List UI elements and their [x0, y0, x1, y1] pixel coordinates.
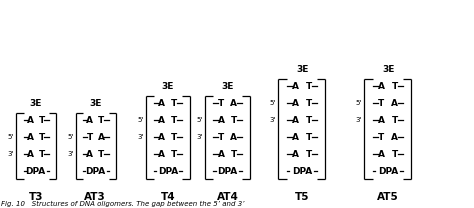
Text: A: A: [378, 116, 385, 125]
Text: 5': 5': [8, 134, 14, 140]
Text: T4: T4: [161, 192, 175, 202]
Text: 3': 3': [356, 117, 362, 123]
Text: DPA: DPA: [26, 167, 46, 176]
Text: A: A: [27, 116, 34, 125]
Text: T: T: [39, 150, 45, 159]
Text: AT3: AT3: [84, 192, 106, 202]
Text: AT5: AT5: [377, 192, 399, 202]
Text: A: A: [292, 116, 299, 125]
Text: T: T: [171, 99, 177, 108]
Text: 5': 5': [67, 134, 73, 140]
Text: 5': 5': [356, 100, 362, 106]
Text: T: T: [392, 82, 398, 91]
Text: T: T: [218, 133, 224, 142]
Text: T: T: [98, 150, 104, 159]
Text: 3E: 3E: [29, 99, 42, 108]
Text: A: A: [292, 133, 299, 142]
Text: 5': 5': [197, 117, 203, 123]
Text: T3: T3: [28, 192, 43, 202]
Text: DPA: DPA: [292, 167, 312, 176]
Text: T: T: [218, 99, 224, 108]
Text: T: T: [378, 133, 384, 142]
Text: 3E: 3E: [296, 65, 309, 74]
Text: A: A: [158, 99, 165, 108]
Text: A: A: [158, 116, 165, 125]
Text: T: T: [39, 133, 45, 142]
Text: A: A: [86, 150, 93, 159]
Text: A: A: [292, 82, 299, 91]
Text: 3': 3': [67, 151, 73, 157]
Text: AT4: AT4: [217, 192, 238, 202]
Text: 3E: 3E: [221, 82, 234, 91]
Text: A: A: [378, 82, 385, 91]
Text: A: A: [230, 133, 237, 142]
Text: A: A: [218, 116, 225, 125]
Text: A: A: [392, 99, 398, 108]
Text: 3': 3': [8, 151, 14, 157]
Text: T: T: [171, 133, 177, 142]
Text: T: T: [306, 99, 312, 108]
Text: T: T: [392, 150, 398, 159]
Text: T: T: [392, 116, 398, 125]
Text: DPA: DPA: [158, 167, 178, 176]
Text: A: A: [292, 150, 299, 159]
Text: A: A: [292, 99, 299, 108]
Text: T: T: [39, 116, 45, 125]
Text: 5': 5': [270, 100, 276, 106]
Text: Fig. 10   Structures of DNA oligomers. The gap between the 5’ and 3’: Fig. 10 Structures of DNA oligomers. The…: [0, 201, 244, 207]
Text: T: T: [306, 82, 312, 91]
Text: A: A: [158, 150, 165, 159]
Text: A: A: [158, 133, 165, 142]
Text: T: T: [171, 150, 177, 159]
Text: T: T: [87, 133, 93, 142]
Text: 3': 3': [137, 134, 144, 140]
Text: 3E: 3E: [89, 99, 101, 108]
Text: 3E: 3E: [382, 65, 394, 74]
Text: 5': 5': [137, 117, 144, 123]
Text: DPA: DPA: [218, 167, 237, 176]
Text: A: A: [86, 116, 93, 125]
Text: T: T: [231, 150, 237, 159]
Text: A: A: [392, 133, 398, 142]
Text: T5: T5: [295, 192, 310, 202]
Text: A: A: [218, 150, 225, 159]
Text: A: A: [98, 133, 105, 142]
Text: 3': 3': [197, 134, 203, 140]
Text: T: T: [231, 116, 237, 125]
Text: T: T: [378, 99, 384, 108]
Text: T: T: [98, 116, 104, 125]
Text: DPA: DPA: [85, 167, 105, 176]
Text: T: T: [306, 133, 312, 142]
Text: T: T: [306, 116, 312, 125]
Text: T: T: [306, 150, 312, 159]
Text: A: A: [27, 133, 34, 142]
Text: 3': 3': [269, 117, 276, 123]
Text: DPA: DPA: [378, 167, 398, 176]
Text: A: A: [27, 150, 34, 159]
Text: 3E: 3E: [162, 82, 174, 91]
Text: T: T: [171, 116, 177, 125]
Text: A: A: [378, 150, 385, 159]
Text: A: A: [230, 99, 237, 108]
